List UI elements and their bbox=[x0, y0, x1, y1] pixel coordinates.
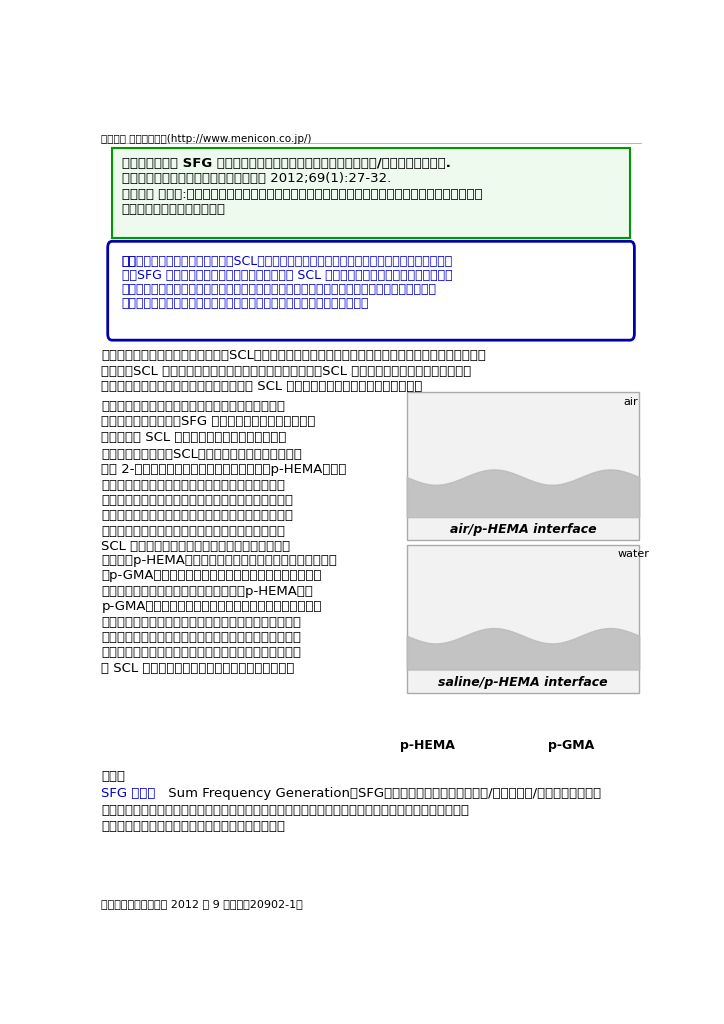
Text: 的な構造を高選択的に分析する事が出来る分析手法で、他の分析手法では分析する事の出来ない高分子: 的な構造を高選択的に分析する事が出来る分析手法で、他の分析手法では分析する事の出… bbox=[101, 804, 469, 816]
FancyBboxPatch shape bbox=[108, 242, 634, 340]
FancyBboxPatch shape bbox=[407, 545, 639, 692]
Text: p-GMA　の側鎖構造の違いによって引き起こされている: p-GMA の側鎖構造の違いによって引き起こされている bbox=[101, 600, 322, 613]
Text: よび水との SCL 界面の構造解析を行いました。: よび水との SCL 界面の構造解析を行いました。 bbox=[101, 431, 287, 443]
Text: また、p-HEMA　とポリ（グリセロールメタクリレート）: また、p-HEMA とポリ（グリセロールメタクリレート） bbox=[101, 554, 337, 567]
Text: 概要：ソフトコンタクトレンズ（SCL）材料に使用される高分子ゲル界面の構造を評価するため: 概要：ソフトコンタクトレンズ（SCL）材料に使用される高分子ゲル界面の構造を評価… bbox=[122, 255, 452, 268]
Text: SFG 分光法: SFG 分光法 bbox=[101, 786, 156, 800]
Text: 学術情報コーナー　　 2012 年 9 月　　『20902-1』: 学術情報コーナー 2012 年 9 月 『20902-1』 bbox=[101, 899, 303, 909]
Text: メニコン ホームページ(http://www.menicon.co.jp/): メニコン ホームページ(http://www.menicon.co.jp/) bbox=[101, 134, 312, 143]
Text: 構造解析の結果、SCL　材料として使用されている: 構造解析の結果、SCL 材料として使用されている bbox=[101, 447, 302, 461]
Text: ナノシステム研究部門）: ナノシステム研究部門） bbox=[122, 203, 225, 216]
Text: 現象であると推測しています。高分子材料界面の水のネ: 現象であると推測しています。高分子材料界面の水のネ bbox=[101, 615, 301, 629]
Text: water: water bbox=[618, 550, 649, 559]
Text: 空気中、及び生理食塩液中での材料界面の構造変化: 空気中、及び生理食塩液中での材料界面の構造変化 bbox=[101, 478, 285, 492]
Text: saline/p-HEMA interface: saline/p-HEMA interface bbox=[438, 676, 607, 689]
Text: い SCL の開発に活用できることが期待されます。: い SCL の開発に活用できることが期待されます。 bbox=[101, 662, 295, 675]
Text: いにより界面の水のネットワーク構造が変化することが示嘘されました。: いにより界面の水のネットワーク構造が変化することが示嘘されました。 bbox=[122, 297, 369, 310]
Text: 論文タイトル： SFG 分光法を用いたソフトコンタクトレンズ材料/水界面の構造解析.: 論文タイトル： SFG 分光法を用いたソフトコンタクトレンズ材料/水界面の構造解… bbox=[122, 157, 450, 170]
Text: ットワーク構造と材料表面の摩擦には関係があるという: ットワーク構造と材料表面の摩擦には関係があるという bbox=[101, 631, 301, 644]
Text: p-HEMA: p-HEMA bbox=[400, 739, 455, 752]
Text: 掲載雑誌、年、巻、頁：高分子論文集　 2012;69(1):27-32.: 掲載雑誌、年、巻、頁：高分子論文集 2012;69(1):27-32. bbox=[122, 172, 391, 185]
Text: air/p-HEMA interface: air/p-HEMA interface bbox=[450, 523, 597, 537]
Text: を捉える事に成功しました。材料界面の構造が変化す: を捉える事に成功しました。材料界面の構造が変化す bbox=[101, 494, 293, 507]
Text: 界面・表面の化学的な構造を解析する事が出来る。: 界面・表面の化学的な構造を解析する事が出来る。 bbox=[101, 820, 285, 834]
Text: ので、このような構造変化を把握することは今後の: ので、このような構造変化を把握することは今後の bbox=[101, 525, 285, 538]
Text: の水和によって主鎖よりも側鎖の方が、配向挙動が大きく異なることが明らかとなり、この違: の水和によって主鎖よりも側鎖の方が、配向挙動が大きく異なることが明らかとなり、こ… bbox=[122, 283, 437, 296]
Text: 著者名　 所属）:伊藤裕治、河合哲次、安田窺広（メニコン）、宮前孝行（独）産業技術総合研究所: 著者名 所属）:伊藤裕治、河合哲次、安田窺広（メニコン）、宮前孝行（独）産業技術… bbox=[122, 187, 482, 201]
Text: い、特殊な分析方法（SFG 分光法）を用いて、空気、お: い、特殊な分析方法（SFG 分光法）を用いて、空気、お bbox=[101, 416, 316, 428]
Text: ることで眼に与える影響が変わると考えられています: ることで眼に与える影響が変わると考えられています bbox=[101, 509, 293, 522]
Text: ソフトコンタクトレンズ（以下、SCL）は、「高分子ゲル」という水を含んだ高分子材料で製造されて: ソフトコンタクトレンズ（以下、SCL）は、「高分子ゲル」という水を含んだ高分子材… bbox=[101, 349, 487, 362]
Text: そこで、独）産業技術総合研究所と共同研究を行: そこで、独）産業技術総合研究所と共同研究を行 bbox=[101, 400, 285, 413]
Text: SCL 開発のためには有効な分析手法といえます。: SCL 開発のためには有効な分析手法といえます。 bbox=[101, 541, 290, 553]
Text: 有しているか理解することは、より安全な SCL の開発を行うために非常に重要です。: 有しているか理解することは、より安全な SCL の開発を行うために非常に重要です… bbox=[101, 380, 423, 393]
Text: p-GMA: p-GMA bbox=[548, 739, 594, 752]
FancyBboxPatch shape bbox=[407, 392, 639, 541]
Text: 解説：: 解説： bbox=[101, 770, 125, 782]
Text: （p-GMA）で、材料界面の水のネットワーク構造が異な: （p-GMA）で、材料界面の水のネットワーク構造が異な bbox=[101, 569, 322, 583]
Text: ることが確認されました。この違いは、p-HEMA　と: ることが確認されました。この違いは、p-HEMA と bbox=[101, 585, 313, 598]
Text: ポリ 2-ヒドロキシエチルメタクリレート）（p-HEMA）の、: ポリ 2-ヒドロキシエチルメタクリレート）（p-HEMA）の、 bbox=[101, 463, 347, 476]
Text: います。SCL は眼と接触する高度管理医療機器ですので、SCL 材料界面がどのような化学構造を: います。SCL は眼と接触する高度管理医療機器ですので、SCL 材料界面がどのよ… bbox=[101, 365, 471, 378]
Text: に、SFG 分光法を用いて、空気、および水との SCL 界面の構造解析を行いました。高分子: に、SFG 分光法を用いて、空気、および水との SCL 界面の構造解析を行いまし… bbox=[122, 269, 452, 283]
Text: 研究例もありますので、本研究成果は眼との摩擦が少な: 研究例もありますので、本研究成果は眼との摩擦が少な bbox=[101, 646, 301, 659]
Text: Sum Frequency Generation（SFG）分光法は、試料界面（気体/固体、液体/固体など）の化学: Sum Frequency Generation（SFG）分光法は、試料界面（気… bbox=[164, 786, 601, 800]
Text: air: air bbox=[623, 397, 639, 407]
Text: 概要: 概要 bbox=[122, 255, 137, 268]
FancyBboxPatch shape bbox=[112, 147, 630, 239]
